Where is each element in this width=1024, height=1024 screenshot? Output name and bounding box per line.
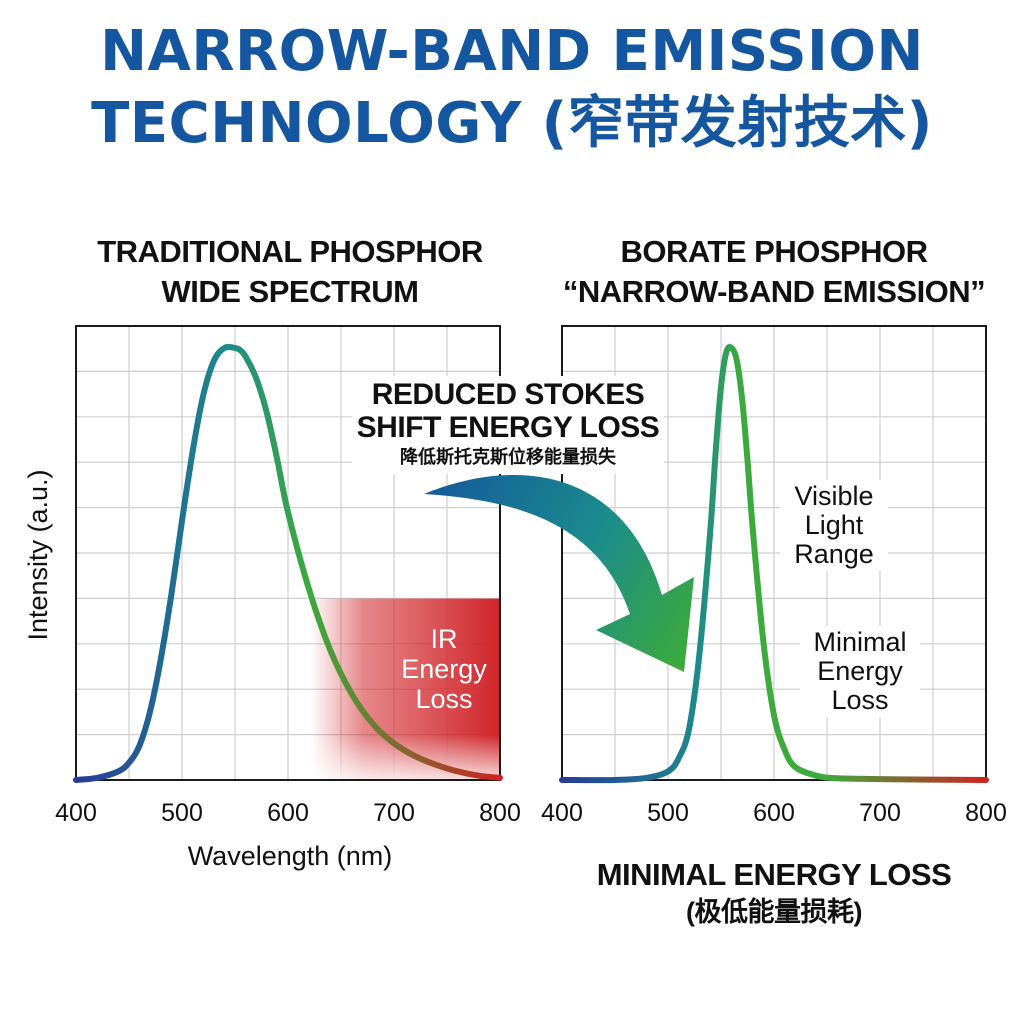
spectrum-curve <box>559 344 989 784</box>
minimal-label-line: Loss <box>831 685 889 715</box>
bottom-caption-line1: MINIMAL ENERGY LOSS <box>596 857 952 892</box>
annotation-line1: REDUCED STOKES <box>371 378 645 411</box>
x-tick-label: 600 <box>267 799 309 827</box>
main-title-line1: NARROW-BAND EMISSION <box>100 19 924 84</box>
left-chart: 400 500 600 700 800 <box>55 325 521 827</box>
x-tick-label: 400 <box>55 799 97 827</box>
main-title-line2: TECHNOLOGY (窄带发射技术) <box>91 91 933 156</box>
plot-frame <box>561 325 987 781</box>
annotation-line2: SHIFT ENERGY LOSS <box>356 411 660 444</box>
ir-label-line: Loss <box>415 684 473 714</box>
x-tick-label: 600 <box>753 799 795 827</box>
y-axis-label: Intensity (a.u.) <box>23 469 53 641</box>
visible-label-line: Range <box>794 539 874 569</box>
minimal-label-line: Minimal <box>813 627 907 657</box>
visible-light-range-label: Visible Light Range <box>780 480 888 571</box>
minimal-label-line: Energy <box>817 656 903 686</box>
right-panel-title-line2: “NARROW-BAND EMISSION” <box>562 274 986 309</box>
x-tick-label: 800 <box>965 799 1007 827</box>
left-panel-title-line2: WIDE SPECTRUM <box>161 274 420 309</box>
ir-label-line: IR <box>430 624 458 654</box>
ir-energy-loss-label: IR Energy Loss <box>386 624 502 714</box>
bottom-caption-line2: (极低能量损耗) <box>686 897 862 927</box>
x-tick-label: 500 <box>647 799 689 827</box>
spectrum-curve <box>73 343 503 783</box>
left-panel-title-line1: TRADITIONAL PHOSPHOR <box>97 234 483 269</box>
ir-label-line: Energy <box>401 654 487 684</box>
curved-arrow-icon <box>424 474 694 672</box>
plot-frame <box>75 325 501 781</box>
x-tick-label: 400 <box>541 799 583 827</box>
visible-label-line: Visible <box>794 481 874 511</box>
stokes-shift-annotation: REDUCED STOKES SHIFT ENERGY LOSS 降低斯托克斯位… <box>352 376 664 474</box>
x-axis-label: Wavelength (nm) <box>187 841 393 871</box>
minimal-energy-loss-label: Minimal Energy Loss <box>800 626 920 717</box>
visible-label-line: Light <box>804 510 864 540</box>
x-tick-label: 700 <box>373 799 415 827</box>
x-tick-label: 700 <box>859 799 901 827</box>
right-chart: 400 500 600 700 800 <box>541 325 1007 827</box>
x-tick-label: 800 <box>479 799 521 827</box>
right-panel-title-line1: BORATE PHOSPHOR <box>620 234 928 269</box>
annotation-line3: 降低斯托克斯位移能量损失 <box>400 447 616 467</box>
x-tick-label: 500 <box>161 799 203 827</box>
